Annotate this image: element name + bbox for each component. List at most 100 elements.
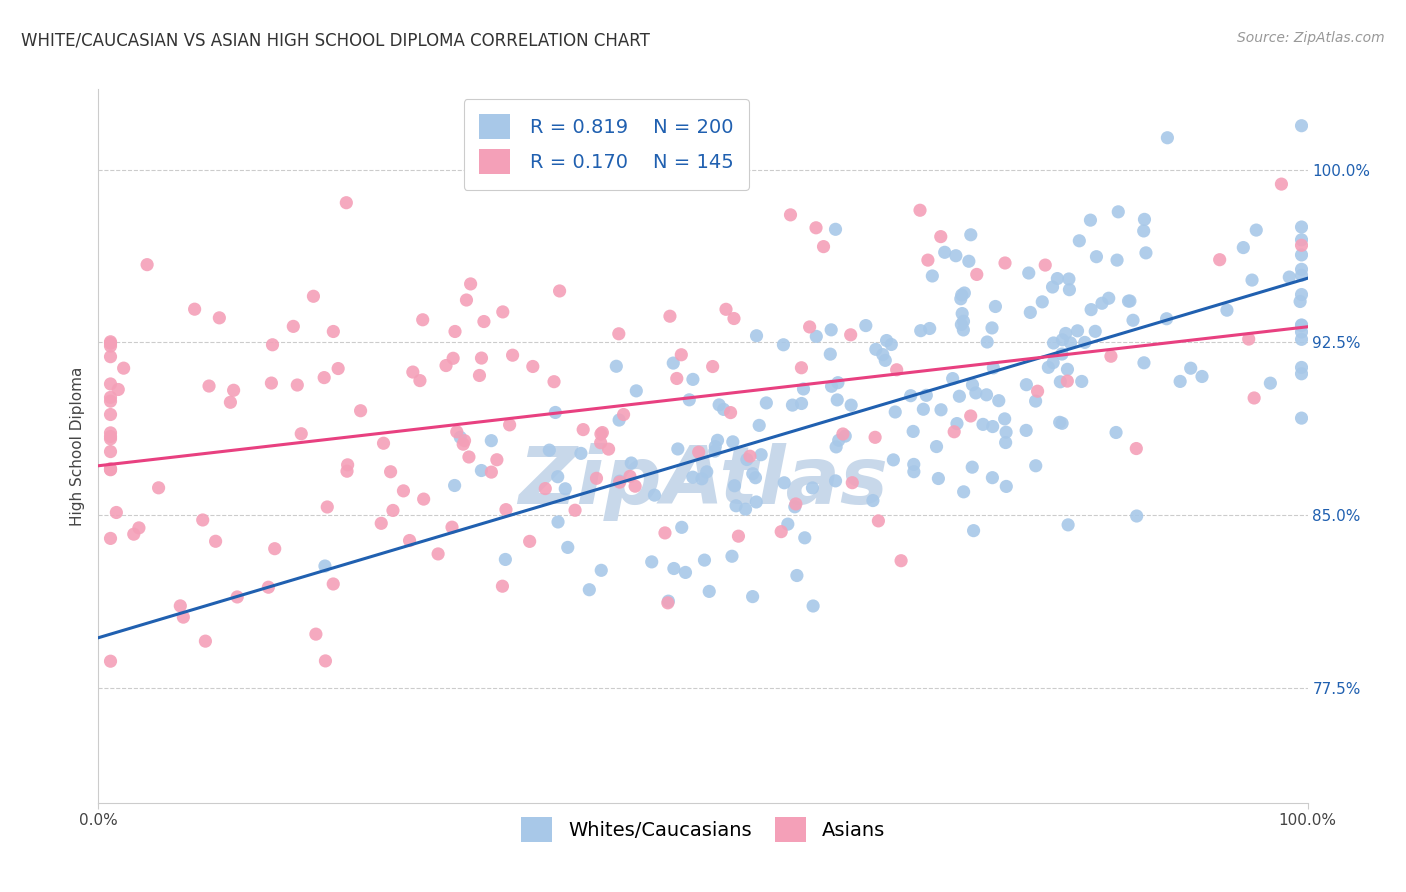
Point [745,495,768,509]
Point [1180,361,1202,376]
Point [776,517,799,532]
Point [917,253,939,268]
Point [799,320,821,334]
Point [314,370,336,384]
Point [987,393,1010,408]
Point [398,533,420,548]
Point [136,258,159,272]
Point [198,379,221,393]
Point [1291,367,1313,381]
Point [183,302,205,317]
Point [702,359,724,374]
Point [703,444,725,458]
Point [912,402,935,417]
Point [749,448,772,462]
Point [1042,356,1064,370]
Point [491,579,513,593]
Point [169,599,191,613]
Point [257,580,280,594]
Point [824,474,846,488]
Point [128,521,150,535]
Point [820,347,842,361]
Point [598,442,620,456]
Point [458,450,481,464]
Point [105,506,128,520]
Point [825,440,848,454]
Point [927,471,949,485]
Point [741,590,763,604]
Point [1291,233,1313,247]
Point [1105,425,1128,440]
Point [569,446,592,460]
Point [100,339,122,353]
Point [952,484,974,499]
Point [427,547,450,561]
Point [194,634,217,648]
Point [693,553,716,567]
Point [1156,311,1178,326]
Point [336,464,359,478]
Point [100,444,122,458]
Point [316,500,339,514]
Point [682,470,704,484]
Point [981,470,1004,484]
Point [305,627,328,641]
Point [381,503,404,517]
Point [657,594,679,608]
Point [950,307,973,321]
Point [741,467,763,481]
Point [449,430,471,444]
Point [1156,130,1178,145]
Point [1107,204,1129,219]
Point [950,318,973,332]
Point [260,376,283,390]
Point [706,434,728,448]
Point [1085,250,1108,264]
Point [624,479,647,493]
Point [453,434,475,448]
Point [285,378,308,392]
Point [538,443,561,458]
Point [409,374,432,388]
Point [723,311,745,326]
Text: ZipAtlas: ZipAtlas [517,442,889,521]
Point [688,445,710,459]
Point [1042,280,1064,294]
Point [314,559,336,574]
Point [675,566,697,580]
Point [100,432,122,446]
Point [832,427,855,442]
Point [875,353,897,368]
Point [671,348,693,362]
Point [1025,458,1047,473]
Point [100,334,122,349]
Point [1052,333,1074,347]
Point [903,458,925,472]
Point [444,325,467,339]
Point [564,503,586,517]
Point [721,434,744,449]
Point [1237,332,1260,346]
Point [554,482,576,496]
Point [578,582,600,597]
Point [801,599,824,613]
Point [1074,335,1097,350]
Point [283,319,305,334]
Point [1056,362,1078,376]
Point [460,277,482,291]
Point [472,314,495,328]
Point [1246,223,1268,237]
Point [953,285,976,300]
Point [786,568,808,582]
Point [585,471,607,485]
Point [720,406,742,420]
Point [981,321,1004,335]
Point [755,396,778,410]
Point [959,227,981,242]
Point [721,549,744,564]
Point [678,392,700,407]
Point [714,302,737,317]
Point [1291,287,1313,301]
Point [100,462,122,476]
Point [148,481,170,495]
